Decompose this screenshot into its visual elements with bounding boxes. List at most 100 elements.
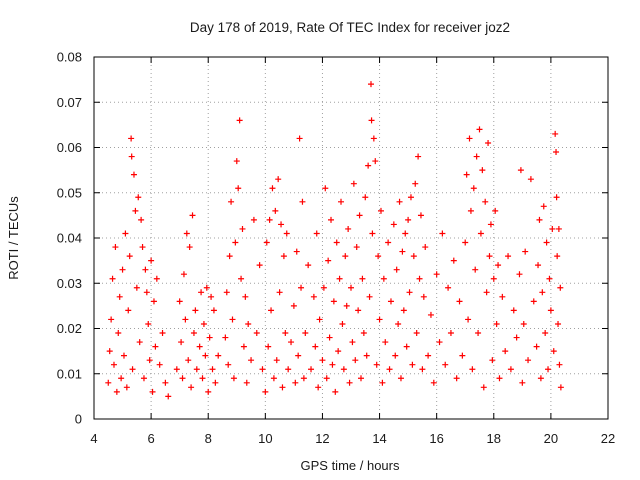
data-point [106,348,113,355]
x-axis-label: GPS time / hours [301,458,400,473]
data-point [510,307,517,314]
data-point [128,153,135,160]
data-point [282,330,289,337]
data-point [180,271,187,278]
data-point [119,266,126,273]
data-point [112,244,119,251]
data-point [275,176,282,183]
data-point [233,158,240,165]
data-point [469,366,476,373]
x-tick-label: 8 [205,431,212,446]
data-point [380,275,387,282]
data-point [436,339,443,346]
data-point [493,320,500,327]
data-point [382,339,389,346]
data-point [165,393,172,400]
data-point [556,361,563,368]
data-point [185,357,192,364]
data-point [442,361,449,368]
data-point [210,307,217,314]
data-point [456,298,463,305]
data-point [403,343,410,350]
data-point [540,203,547,210]
data-point [472,266,479,273]
data-point [148,257,155,264]
data-point [450,257,457,264]
data-point [419,366,426,373]
data-point [152,343,159,350]
data-point [396,198,403,205]
y-tick-label: 0.02 [57,321,82,336]
data-point [366,293,373,300]
data-point [552,130,559,137]
data-point [473,153,480,160]
data-point [555,320,562,327]
data-point [205,388,212,395]
y-tick-label: 0.08 [57,50,82,65]
data-point [176,298,183,305]
data-point [537,375,544,382]
y-tick-label: 0.03 [57,276,82,291]
y-tick-label: 0 [75,412,82,427]
data-point [496,375,503,382]
data-point [300,375,307,382]
y-tick-labels: 0 0.01 0.02 0.03 0.04 0.05 0.06 0.07 0.08 [57,50,82,427]
data-point [379,379,386,386]
x-tick-label: 4 [90,431,97,446]
data-point [427,311,434,318]
data-point [447,330,454,337]
data-point [123,384,130,391]
data-point [517,167,524,174]
data-point [367,81,374,88]
x-tick-label: 6 [147,431,154,446]
x-tick-labels: 4 6 8 10 12 14 16 18 20 22 [90,431,615,446]
data-point [133,284,140,291]
data-point [545,366,552,373]
x-tick-label: 22 [601,431,615,446]
data-point [409,361,416,368]
data-points [105,81,564,400]
data-point [375,253,382,260]
data-point [387,298,394,305]
data-point [193,366,200,373]
data-point [308,366,315,373]
data-point [525,357,532,364]
data-point [280,253,287,260]
data-point [105,379,112,386]
data-point [200,320,207,327]
data-point [416,275,423,282]
data-point [479,167,486,174]
data-point [420,293,427,300]
data-point [533,343,540,350]
data-point [345,225,352,232]
data-point [328,216,335,223]
data-point [270,375,277,382]
data-point [236,117,243,124]
data-point [223,289,230,296]
data-point [288,339,295,346]
data-point [475,330,482,337]
data-point [132,207,139,214]
data-point [415,153,422,160]
data-point [130,171,137,178]
data-point [410,253,417,260]
data-point [399,248,406,255]
data-point [296,135,303,142]
data-point [295,352,302,359]
data-point [470,185,477,192]
data-point [209,366,216,373]
data-point [352,357,359,364]
data-point [402,230,409,237]
data-point [293,248,300,255]
y-tick-label: 0.06 [57,140,82,155]
data-point [128,135,135,142]
data-point [312,343,319,350]
x-tick-label: 14 [372,431,386,446]
data-point [315,384,322,391]
data-point [363,352,370,359]
x-tick-label: 12 [315,431,329,446]
data-point [250,216,257,223]
data-point [445,284,452,291]
data-point [325,257,332,264]
